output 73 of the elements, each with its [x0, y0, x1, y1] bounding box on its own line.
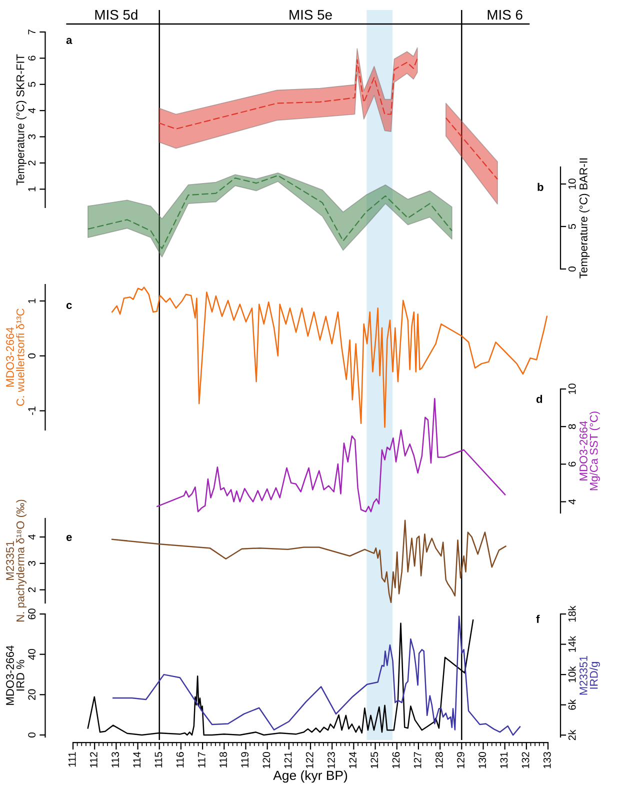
y-tick-label: 4	[568, 499, 576, 504]
y2-tick-label: 18k	[568, 606, 576, 622]
annotation: f	[536, 614, 540, 623]
line-series	[156, 398, 506, 512]
x-tick-label: 114	[133, 752, 140, 768]
annotation: d	[536, 394, 542, 403]
text: e	[66, 534, 72, 541]
x-tick-label: 112	[90, 752, 98, 768]
y-tick-label: 1	[28, 298, 36, 304]
x-tick-label: 120	[262, 752, 270, 768]
line-series	[112, 616, 521, 736]
line-series	[111, 520, 506, 603]
y-tick-label: 8	[568, 424, 576, 430]
text: c	[66, 302, 72, 309]
y-tick-label: 10	[568, 384, 576, 394]
line-series	[111, 286, 548, 428]
y2-tick-label: 10k	[568, 666, 576, 682]
y-tick-label: 1	[28, 186, 36, 192]
y2-tick-label: 2k	[568, 730, 576, 740]
text: MIS 5d	[95, 10, 138, 20]
text: a	[66, 38, 72, 44]
y-tick-label: 20	[28, 689, 36, 700]
x-tick-label: 113	[112, 752, 119, 768]
x-tick-label: 131	[500, 752, 508, 768]
text: MIS 6	[488, 10, 522, 20]
y2-axis-title: M23351 IRD/g	[580, 656, 600, 695]
x-tick-label: 128	[435, 752, 443, 768]
x-tick-label: 127	[414, 752, 422, 768]
y-axis-title: Temperature (°C) SKR-FIT	[16, 54, 26, 186]
x-tick-label: 122	[306, 752, 314, 768]
y-axis-title: M23351 N. pachyderma δ¹⁸O (‰)	[6, 500, 26, 622]
x-tick-label: 121	[284, 752, 292, 768]
y-tick-label: 60	[28, 608, 36, 620]
y-tick-label: 0	[568, 266, 576, 272]
y-tick-label: 6	[28, 56, 36, 61]
x-tick-label: 129	[457, 752, 464, 768]
y-tick-label: 0	[28, 353, 36, 358]
y-tick-label: 4	[28, 534, 36, 540]
y-axis-title: MDO3-2664 C. wuellertsorfi δ¹³C	[6, 308, 24, 406]
x-tick-label: 117	[198, 752, 206, 768]
y-tick-label: 2	[28, 160, 36, 166]
text: MIS 5e	[290, 10, 332, 20]
y-tick-label: 3	[28, 134, 36, 140]
x-tick-label: 118	[220, 752, 227, 768]
x-tick-label: 124	[349, 752, 356, 768]
y2-tick-label: 14k	[568, 636, 576, 652]
y-axis-title: Temperature (°C) BAR-II	[579, 158, 590, 278]
y-tick-label: 5	[568, 224, 576, 229]
y2-tick-label: 6k	[568, 699, 576, 710]
y-tick-label: 6	[568, 462, 576, 467]
x-tick-label: 111	[68, 752, 76, 767]
y-axis-title: MDO3-2664 Mg/Ca SST (°C)	[580, 412, 600, 490]
y-tick-label: 10	[568, 178, 576, 189]
y-tick-label: 0	[28, 732, 36, 738]
x-tick-label: 115	[154, 752, 162, 768]
x-tick-label: 130	[478, 752, 486, 768]
y-tick-label: 2	[28, 587, 36, 592]
x-tick-label: 133	[543, 752, 551, 768]
x-tick-label: 132	[522, 752, 530, 768]
y-tick-label: 5	[28, 82, 36, 87]
y-tick-label: 7	[28, 30, 36, 34]
x-tick-label: 119	[241, 752, 249, 768]
y-tick-label: -1	[28, 406, 36, 415]
x-tick-label: 125	[370, 752, 378, 768]
x-tick-label: 123	[328, 752, 335, 768]
y-axis-title: MDO3-2664 IRD %	[6, 646, 24, 705]
y-tick-label: 40	[28, 648, 36, 660]
y-tick-label: 4	[28, 108, 36, 114]
annotation: b	[538, 182, 544, 191]
x-tick-label: 126	[392, 752, 400, 768]
x-axis-title: Age (kyr BP)	[273, 770, 348, 783]
x-tick-label: 116	[176, 752, 184, 768]
y-tick-label: 3	[28, 560, 36, 566]
